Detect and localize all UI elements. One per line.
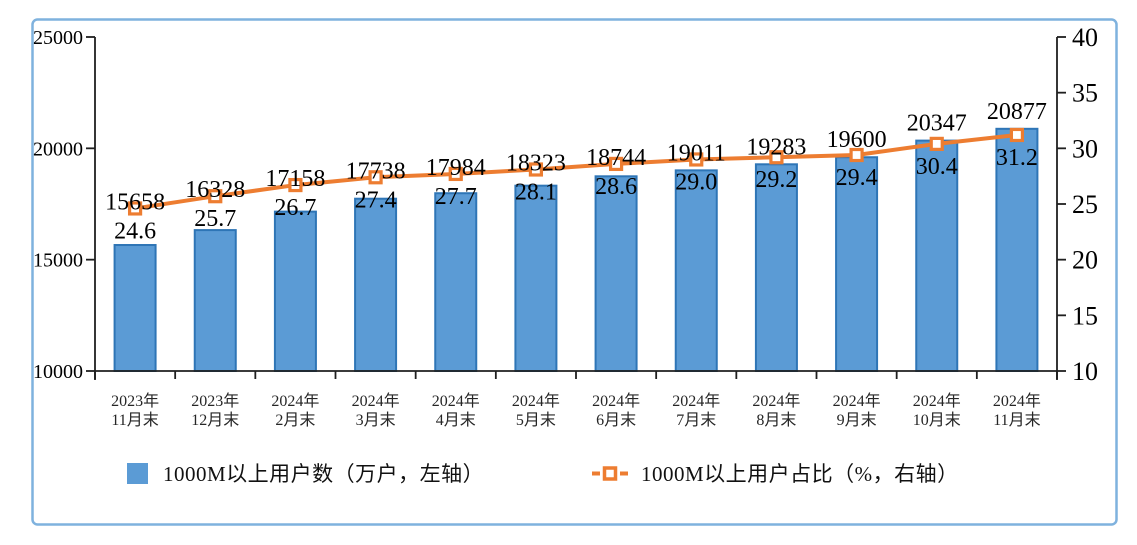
bar-value-label: 19283 [746, 134, 806, 160]
bar-value-label: 17984 [426, 155, 486, 181]
line-marker [1009, 127, 1025, 143]
bar [594, 175, 638, 372]
bar [514, 184, 558, 372]
line-value-label: 27.4 [355, 187, 397, 213]
bar-value-label: 18744 [586, 145, 646, 171]
line-marker [849, 147, 864, 163]
x-axis-label: 2月末 [275, 411, 315, 429]
x-axis-label: 2024年 [752, 392, 800, 410]
line-value-label: 29.0 [675, 169, 717, 195]
right-axis-tick-label: 10 [1072, 357, 1098, 386]
x-axis-label: 4月末 [436, 411, 476, 429]
bar-value-label: 15658 [105, 189, 165, 215]
line-marker [929, 136, 944, 151]
x-axis-label: 2023年 [191, 392, 239, 410]
line-series-legend-label: 1000M以上用户占比（%，右轴） [641, 462, 959, 486]
line-marker [528, 162, 544, 177]
bar [995, 127, 1039, 372]
x-axis-label: 3月末 [356, 411, 396, 429]
line-marker [608, 156, 624, 172]
x-axis-label: 2024年 [913, 392, 961, 410]
x-axis-label: 6月末 [596, 411, 636, 429]
bar [434, 192, 478, 372]
line-value-label: 31.2 [996, 145, 1038, 171]
right-axis-tick-label: 15 [1072, 301, 1098, 330]
x-axis-label: 7月末 [676, 411, 716, 429]
bar [354, 197, 398, 372]
line-value-label: 27.7 [435, 184, 477, 210]
bar-value-label: 18323 [506, 150, 566, 176]
bar-series-swatch-icon [127, 462, 148, 484]
x-axis-label: 2024年 [993, 392, 1041, 410]
line-marker [448, 166, 463, 182]
bar-value-label: 16328 [185, 177, 245, 203]
bar [193, 229, 237, 372]
right-axis-tick-label: 35 [1072, 79, 1098, 108]
line-value-label: 24.6 [114, 218, 156, 244]
x-axis-label: 9月末 [837, 411, 877, 429]
right-axis-tick-label: 20 [1072, 246, 1098, 275]
x-axis-label: 2024年 [512, 392, 560, 410]
x-axis-label: 8月末 [756, 411, 796, 429]
line-value-label: 29.4 [836, 165, 878, 191]
legend: 1000M以上用户数（万户，左轴） 1000M以上用户占比（%，右轴） [0, 458, 1137, 492]
bar-series-legend-label: 1000M以上用户数（万户，左轴） [163, 462, 485, 486]
line-marker [208, 189, 223, 204]
x-axis-label: 11月末 [111, 411, 158, 429]
chart-frame [31, 18, 1118, 526]
x-axis-label: 2024年 [672, 392, 720, 410]
right-axis-tick-label: 30 [1072, 134, 1098, 163]
right-axis-tick-label: 40 [1072, 23, 1098, 52]
x-axis-label: 2024年 [592, 392, 640, 410]
x-axis-label: 12月末 [191, 411, 239, 429]
x-axis-label: 5月末 [516, 411, 556, 429]
line-value-label: 25.7 [194, 206, 236, 232]
line-marker [689, 152, 704, 167]
line-value-label: 29.2 [755, 167, 797, 193]
left-axis-tick-label: 25000 [33, 27, 83, 49]
x-axis-label: 2024年 [352, 392, 400, 410]
bar-value-label: 17158 [265, 166, 325, 192]
bar [273, 210, 317, 372]
line-series [134, 132, 1018, 211]
left-axis-tick-label: 10000 [33, 361, 83, 383]
x-axis-label: 2024年 [833, 392, 881, 410]
x-axis-label: 10月末 [913, 411, 961, 429]
line-marker [288, 177, 303, 193]
line-value-label: 28.6 [595, 174, 637, 200]
legend-item-line-series: 1000M以上用户占比（%，右轴） [592, 458, 959, 488]
bar [674, 169, 718, 372]
left-axis-tick-label: 15000 [33, 250, 83, 272]
right-axis-tick-label: 25 [1072, 190, 1098, 219]
x-axis-label: 2024年 [271, 392, 319, 410]
line-value-label: 26.7 [274, 195, 316, 221]
line-series-marker-icon [592, 465, 629, 482]
bar-value-label: 19600 [827, 127, 887, 153]
x-axis-label: 2024年 [432, 392, 480, 410]
bar-value-label: 19011 [667, 140, 726, 166]
line-value-label: 28.1 [515, 179, 557, 205]
x-axis-label: 2023年 [111, 392, 159, 410]
line-marker [769, 150, 784, 165]
left-axis-tick-label: 20000 [33, 138, 83, 160]
bar-value-label: 20877 [987, 99, 1047, 125]
bar [754, 163, 798, 372]
line-marker [368, 170, 383, 185]
bar [113, 244, 157, 372]
bar-value-label: 17738 [346, 158, 406, 184]
line-marker [127, 201, 143, 216]
x-axis-label: 11月末 [993, 411, 1040, 429]
bar-value-label: 20347 [907, 111, 967, 137]
legend-item-bar-series: 1000M以上用户数（万户，左轴） [127, 458, 484, 488]
line-value-label: 30.4 [916, 154, 958, 180]
